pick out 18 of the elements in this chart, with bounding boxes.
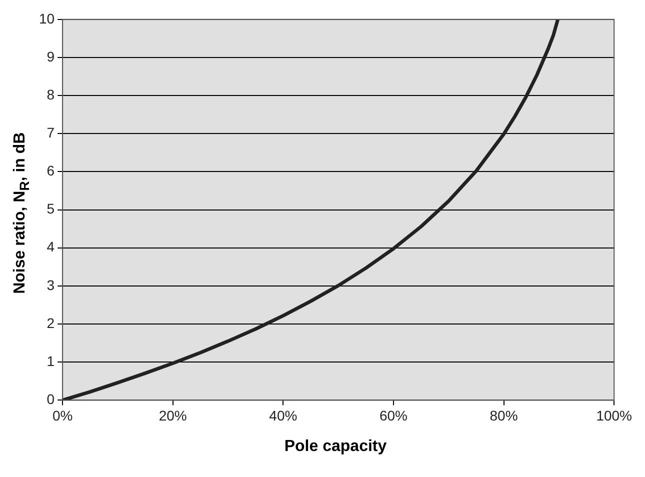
x-tick-label: 80% (490, 407, 518, 424)
x-tick-label: 20% (158, 407, 187, 424)
x-tick-label: 40% (269, 407, 298, 424)
y-tick-label: 4 (46, 238, 55, 255)
y-tick-label: 9 (46, 48, 55, 64)
y-tick-label: 10 (38, 10, 55, 26)
x-tick-label: 100% (596, 407, 632, 424)
y-tick-label: 6 (46, 162, 55, 179)
y-tick-label: 2 (46, 314, 55, 331)
x-axis-title: Pole capacity (283, 438, 388, 456)
y-tick-label: 7 (46, 124, 55, 140)
y-tick-label: 5 (46, 200, 55, 217)
x-tick-label: 60% (379, 407, 408, 424)
y-tick-label: 0 (46, 391, 55, 408)
y-tick-label: 3 (46, 276, 55, 293)
x-tick-label: 0% (52, 407, 73, 424)
y-tick-label: 8 (46, 86, 55, 102)
y-tick-label: 1 (46, 352, 55, 369)
